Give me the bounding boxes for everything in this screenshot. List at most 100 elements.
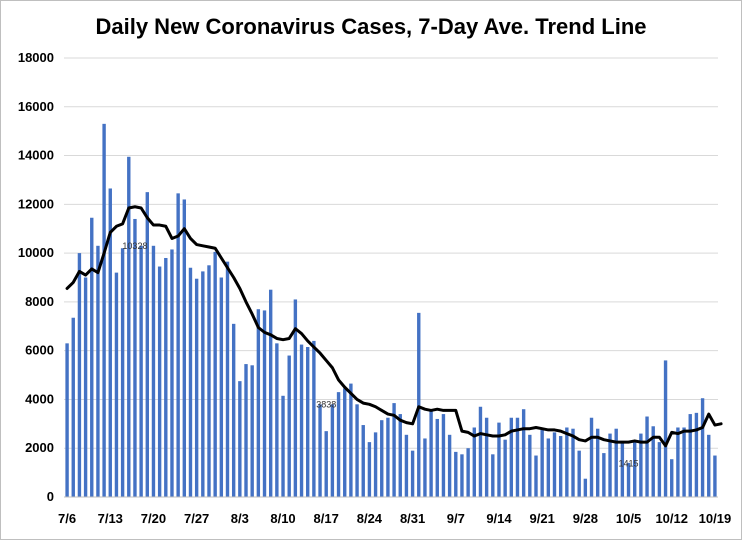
- bar: [176, 193, 180, 497]
- bar: [602, 453, 606, 497]
- bar: [299, 344, 304, 497]
- bar: [565, 427, 569, 497]
- bar: [349, 383, 353, 497]
- bar: [707, 434, 711, 497]
- x-tick-label: 7/27: [184, 511, 209, 526]
- chart-title: Daily New Coronavirus Cases, 7-Day Ave. …: [95, 14, 647, 39]
- bar: [410, 450, 415, 497]
- bar: [225, 261, 230, 497]
- x-tick-label: 8/17: [314, 511, 339, 526]
- gridlines: [64, 57, 718, 449]
- x-tick-label: 9/7: [447, 511, 465, 526]
- bar: [392, 403, 396, 497]
- bar: [515, 417, 520, 497]
- bar: [639, 433, 643, 497]
- bar: [503, 439, 507, 497]
- bar: [287, 355, 291, 497]
- bar: [645, 416, 649, 497]
- x-tick-label: 10/5: [616, 511, 641, 526]
- bar: [682, 427, 686, 497]
- bar-series: [65, 123, 717, 497]
- bar: [558, 436, 563, 497]
- bar: [546, 438, 551, 497]
- x-tick-label: 8/24: [357, 511, 383, 526]
- bar: [380, 420, 384, 497]
- y-tick-label: 14000: [18, 148, 54, 163]
- bar: [651, 426, 655, 497]
- bar: [700, 398, 705, 497]
- bar: [268, 289, 273, 497]
- x-tick-label: 9/14: [486, 511, 512, 526]
- bar: [244, 364, 248, 497]
- bar: [478, 406, 483, 497]
- bar: [540, 429, 544, 497]
- trend-line: [65, 205, 723, 448]
- bar: [182, 199, 187, 497]
- bar: [589, 417, 594, 497]
- bar: [256, 309, 261, 497]
- x-tick-label: 8/3: [231, 511, 249, 526]
- bar: [694, 412, 699, 497]
- bar: [361, 425, 365, 497]
- bar: [670, 459, 674, 497]
- data-labels: 10328 3838 1415: [122, 241, 638, 468]
- y-tick-label: 2000: [25, 440, 54, 455]
- bar: [521, 409, 526, 497]
- bar: [157, 266, 162, 497]
- bar: [441, 414, 446, 497]
- x-tick-label: 7/20: [141, 511, 166, 526]
- bar: [633, 442, 637, 497]
- bar: [343, 388, 347, 497]
- bar: [435, 418, 439, 497]
- bar: [102, 123, 106, 497]
- y-tick-label: 0: [47, 489, 54, 504]
- bar: [688, 414, 692, 497]
- bar: [250, 365, 254, 497]
- bar: [330, 404, 335, 497]
- bar: [275, 343, 279, 497]
- bar: [620, 440, 625, 497]
- y-tick-label: 4000: [25, 391, 54, 406]
- bar: [318, 404, 322, 497]
- bar: [676, 427, 680, 497]
- bar: [164, 257, 168, 497]
- y-tick-label: 6000: [25, 343, 54, 358]
- bar: [472, 427, 476, 497]
- bar: [497, 422, 501, 497]
- bar: [595, 428, 600, 497]
- bar: [71, 317, 75, 497]
- bar: [201, 271, 205, 497]
- y-tick-label: 10000: [18, 245, 54, 260]
- bar: [608, 433, 612, 497]
- data-label: 3838: [316, 399, 336, 409]
- x-tick-label: 9/28: [573, 511, 598, 526]
- bar: [151, 245, 156, 497]
- bar: [324, 431, 328, 497]
- bar: [145, 192, 149, 497]
- bar: [552, 432, 557, 497]
- bar: [83, 277, 88, 497]
- bar: [120, 248, 125, 497]
- bar: [460, 454, 464, 497]
- bar: [231, 323, 236, 497]
- trend-line-series: [65, 205, 723, 448]
- bar: [663, 360, 668, 497]
- y-tick-label: 8000: [25, 294, 54, 309]
- bar: [367, 442, 372, 497]
- bar: [577, 450, 581, 497]
- x-tick-label: 8/31: [400, 511, 425, 526]
- bar: [373, 432, 378, 497]
- bar: [281, 395, 285, 497]
- bar: [386, 417, 390, 497]
- bar: [429, 410, 433, 497]
- bar: [194, 278, 199, 497]
- bar: [534, 455, 538, 497]
- bar: [398, 414, 402, 497]
- x-tick-label: 7/6: [58, 511, 76, 526]
- bar: [614, 428, 618, 497]
- y-axis-ticks: 0 2000 4000 6000 8000 10000 12000 14000 16000 180…: [18, 50, 54, 504]
- y-tick-label: 18000: [18, 50, 54, 65]
- bar: [133, 218, 137, 497]
- x-tick-label: 7/13: [98, 511, 123, 526]
- bar: [447, 434, 452, 497]
